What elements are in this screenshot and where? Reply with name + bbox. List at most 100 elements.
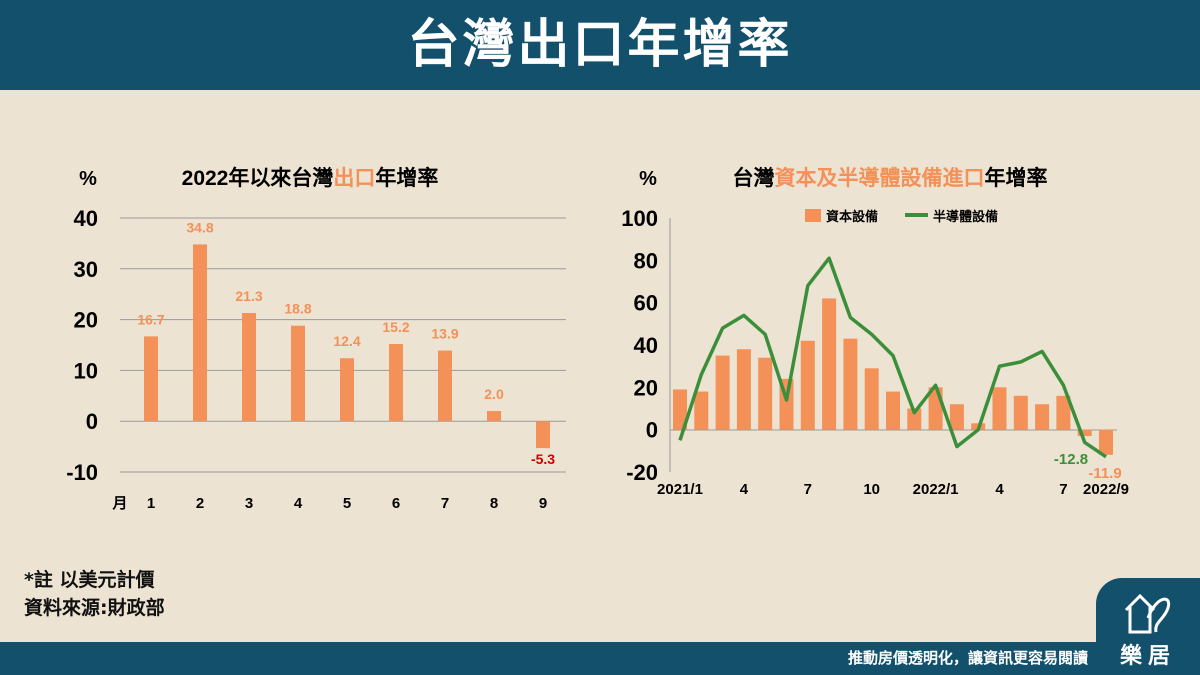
left-y-tick: 10 bbox=[74, 358, 98, 383]
right-bar bbox=[800, 340, 815, 430]
left-x-tick: 8 bbox=[490, 495, 498, 512]
right-y-tick: 100 bbox=[621, 206, 658, 231]
left-x-tick: 9 bbox=[539, 495, 547, 512]
right-bar bbox=[673, 389, 687, 430]
left-y-tick: 0 bbox=[86, 409, 98, 434]
right-chart-title: 台灣資本及半導體設備進口年增率 bbox=[733, 166, 1048, 190]
left-bar bbox=[389, 343, 403, 422]
footer-slogan: 推動房價透明化，讓資訊更容易閱讀 bbox=[847, 649, 1088, 667]
left-xlabel: 月 bbox=[111, 495, 127, 512]
note-currency: *註 以美元計價 bbox=[24, 569, 155, 591]
left-y-tick: 30 bbox=[74, 257, 98, 282]
left-y-tick: -10 bbox=[66, 460, 98, 485]
left-y-tick: 20 bbox=[74, 308, 98, 333]
left-value-label: 18.8 bbox=[284, 301, 311, 317]
left-x-tick-labels: 1 2 3 4 5 6 7 8 9 bbox=[147, 495, 547, 512]
right-bar bbox=[694, 391, 709, 430]
right-bar bbox=[736, 349, 751, 430]
right-y-tick: 40 bbox=[634, 333, 658, 358]
right-bar bbox=[758, 357, 773, 430]
left-value-label: 2.0 bbox=[484, 386, 504, 402]
legend-label-semiconductor: 半導體設備 bbox=[933, 209, 998, 225]
right-x-tick: 7 bbox=[804, 481, 812, 498]
right-x-tick: 2022/9 bbox=[1083, 481, 1129, 498]
right-y-tick: 0 bbox=[646, 418, 658, 443]
brand-logo-text: 樂居 bbox=[1119, 644, 1176, 669]
left-bar bbox=[487, 411, 501, 422]
header-bar: 台灣出口年增率 bbox=[0, 0, 1200, 90]
right-bar bbox=[864, 368, 879, 430]
left-value-label: 16.7 bbox=[137, 311, 164, 327]
brand-logo: 樂居 bbox=[1096, 578, 1200, 675]
left-title-part-3: 年增率 bbox=[375, 166, 438, 190]
right-bar bbox=[1035, 404, 1050, 430]
left-x-tick: 5 bbox=[343, 495, 351, 512]
semiconductor-line bbox=[678, 256, 1107, 459]
brand-logo-icon bbox=[1124, 593, 1171, 634]
equipment-import-chart: % 台灣資本及半導體設備進口年增率 資本設備 半導體設備 10080604020… bbox=[621, 166, 1129, 498]
page-title: 台灣出口年增率 bbox=[407, 15, 793, 75]
left-value-label: 13.9 bbox=[431, 326, 458, 342]
right-bar bbox=[1099, 429, 1113, 455]
right-legend: 資本設備 半導體設備 bbox=[805, 209, 998, 225]
legend-swatch-capital bbox=[805, 209, 821, 222]
footer-bar: 推動房價透明化，讓資訊更容易閱讀 bbox=[0, 642, 1200, 675]
left-value-label: 34.8 bbox=[186, 219, 213, 235]
left-value-label: 21.3 bbox=[235, 288, 262, 304]
right-x-tick: 7 bbox=[1059, 481, 1067, 498]
right-value-label-semiconductor: -12.8 bbox=[1054, 451, 1088, 468]
right-title-part-1: 台灣 bbox=[733, 166, 775, 190]
left-chart-title: 2022年以來台灣出口年增率 bbox=[182, 166, 439, 190]
right-ylabel: % bbox=[639, 168, 657, 190]
left-bar bbox=[536, 421, 550, 449]
left-title-part-2: 出口 bbox=[333, 167, 375, 190]
left-ylabel: % bbox=[79, 168, 97, 190]
left-x-tick: 6 bbox=[392, 495, 400, 512]
left-value-label: 15.2 bbox=[382, 319, 409, 335]
left-bar bbox=[340, 358, 354, 422]
right-y-tick: 80 bbox=[634, 248, 658, 273]
right-bar bbox=[992, 387, 1007, 430]
right-y-tick: 20 bbox=[634, 375, 658, 400]
left-bar bbox=[193, 244, 207, 422]
right-bar bbox=[886, 391, 900, 430]
right-x-tick: 10 bbox=[863, 481, 880, 498]
left-x-tick: 1 bbox=[147, 495, 155, 512]
right-bar bbox=[715, 355, 730, 430]
left-title-part-1: 2022年以來台灣 bbox=[182, 166, 334, 190]
left-x-tick: 2 bbox=[196, 495, 204, 512]
right-y-tick: 60 bbox=[634, 291, 658, 316]
right-bar bbox=[822, 298, 837, 430]
right-bar bbox=[1077, 429, 1092, 437]
legend-label-capital: 資本設備 bbox=[826, 209, 878, 225]
left-bars bbox=[144, 244, 550, 449]
footnotes: *註 以美元計價 資料來源:財政部 bbox=[24, 566, 165, 622]
left-x-tick: 3 bbox=[245, 495, 253, 512]
left-bar bbox=[242, 312, 256, 422]
left-y-tick: 40 bbox=[74, 206, 98, 231]
left-x-tick: 4 bbox=[294, 495, 303, 512]
right-y-tick: -20 bbox=[626, 460, 658, 485]
right-bar bbox=[907, 408, 922, 430]
right-bar bbox=[949, 404, 964, 430]
left-x-tick: 7 bbox=[441, 495, 449, 512]
right-title-part-2: 資本及半導體設備進口 bbox=[775, 166, 985, 190]
right-x-tick-labels: 2021/1 4 7 10 2022/1 4 7 2022/9 bbox=[657, 481, 1129, 498]
right-x-tick: 4 bbox=[740, 481, 749, 498]
right-x-tick: 2021/1 bbox=[657, 481, 703, 498]
right-bar bbox=[1056, 395, 1071, 430]
left-value-label: -5.3 bbox=[531, 451, 555, 467]
note-source: 資料來源:財政部 bbox=[24, 597, 165, 619]
right-bar bbox=[843, 338, 858, 430]
right-bar bbox=[1013, 395, 1028, 430]
left-bar bbox=[438, 350, 452, 422]
right-title-part-3: 年增率 bbox=[985, 166, 1048, 190]
right-bars bbox=[673, 298, 1113, 455]
left-value-labels: 16.7 34.8 21.3 18.8 12.4 15.2 13.9 2.0 -5.3 bbox=[137, 219, 555, 467]
left-y-tick-labels: 40 30 20 10 0 -10 bbox=[66, 206, 98, 485]
right-x-tick: 2022/1 bbox=[913, 481, 959, 498]
left-bar bbox=[291, 325, 305, 422]
right-x-tick: 4 bbox=[995, 481, 1004, 498]
